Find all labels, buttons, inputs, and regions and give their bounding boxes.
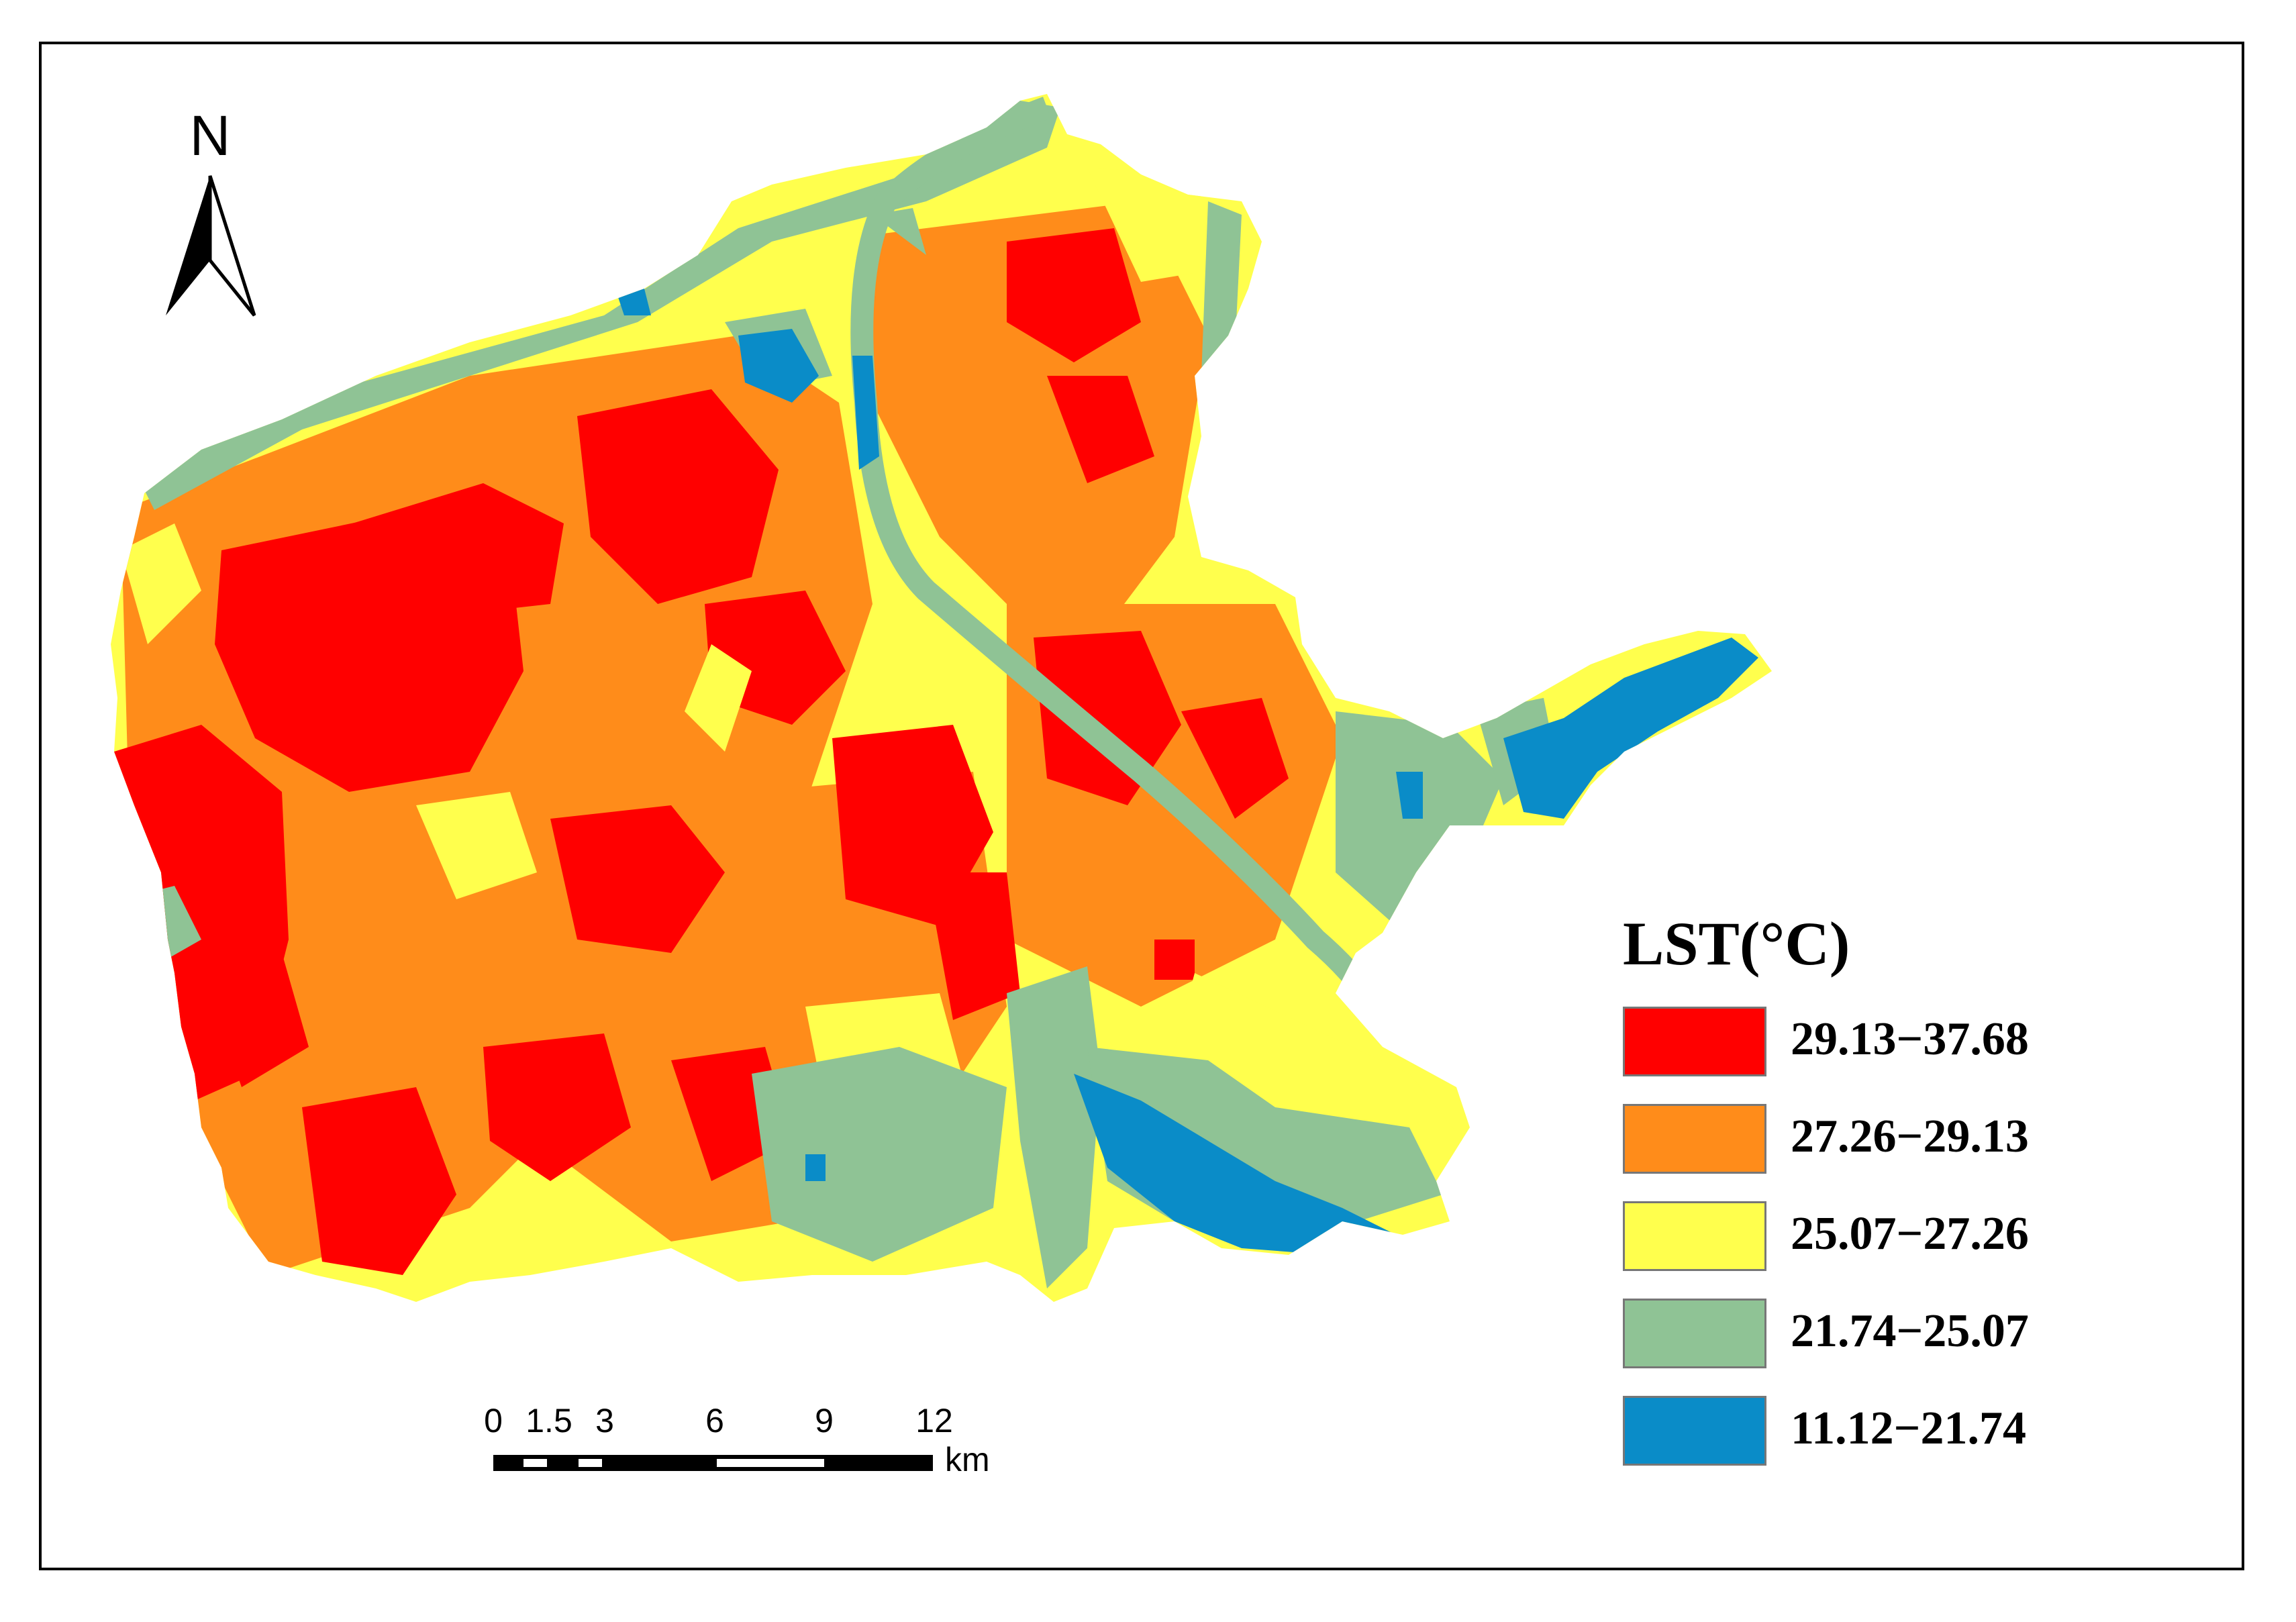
scale-bar (493, 1455, 933, 1471)
legend-row-5: 11.12−21.74 (1623, 1396, 2093, 1466)
legend-label: 21.74−25.07 (1791, 1305, 2029, 1357)
legend-title: LST(°C) (1623, 909, 1850, 978)
scale-unit: km (945, 1441, 990, 1478)
legend-label: 27.26−29.13 (1791, 1111, 2029, 1162)
zone-11-21 (617, 289, 1758, 1255)
legend-row-1: 29.13−37.68 (1623, 1007, 2093, 1076)
legend-label: 11.12−21.74 (1791, 1403, 2027, 1454)
legend-swatch (1623, 1201, 1766, 1271)
scale-tick-0: 0 (484, 1402, 503, 1439)
legend-row-2: 27.26−29.13 (1623, 1104, 2093, 1174)
legend-row-4: 21.74−25.07 (1623, 1299, 2093, 1368)
scale-tick-1: 1.5 (526, 1402, 572, 1439)
scale-tick-3: 6 (705, 1402, 724, 1439)
scale-tick-2: 3 (595, 1402, 614, 1439)
legend-label: 25.07−27.26 (1791, 1208, 2029, 1260)
legend-row-3: 25.07−27.26 (1623, 1201, 2093, 1271)
river (850, 97, 1393, 1025)
scale-tick-4: 9 (815, 1402, 834, 1439)
legend-swatch (1623, 1299, 1766, 1368)
north-arrow-icon (166, 175, 256, 317)
north-letter: N (189, 104, 231, 167)
legend-label: 29.13−37.68 (1791, 1013, 2029, 1065)
legend-swatch (1623, 1396, 1766, 1466)
zone-29-37 (114, 228, 1289, 1275)
scale-tick-5: 12 (915, 1402, 953, 1439)
legend-swatch (1623, 1007, 1766, 1076)
legend-swatch (1623, 1104, 1766, 1174)
